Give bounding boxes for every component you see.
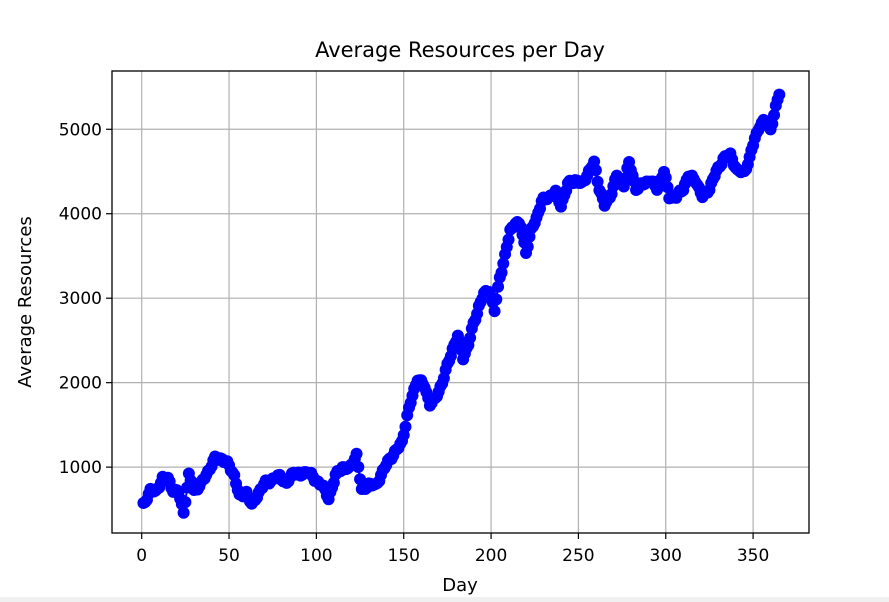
x-axis-ticks: 0 50 100 150 200 250 300 350 bbox=[136, 533, 769, 566]
x-tick-label: 50 bbox=[218, 546, 240, 566]
data-point bbox=[179, 496, 192, 509]
data-series bbox=[137, 88, 786, 519]
data-point bbox=[492, 280, 505, 293]
data-point bbox=[177, 506, 190, 519]
data-point bbox=[464, 331, 477, 344]
bottom-strip bbox=[0, 597, 889, 602]
x-axis-label: Day bbox=[442, 575, 478, 596]
data-point bbox=[773, 88, 786, 101]
y-tick-label: 4000 bbox=[59, 205, 102, 225]
y-tick-label: 2000 bbox=[59, 374, 102, 394]
plot-frame bbox=[111, 70, 810, 534]
data-point bbox=[497, 257, 510, 270]
data-point bbox=[488, 305, 501, 318]
x-tick-label: 200 bbox=[475, 546, 507, 566]
y-tick-label: 1000 bbox=[59, 458, 102, 478]
y-tick-label: 5000 bbox=[59, 120, 102, 140]
data-point bbox=[589, 164, 602, 177]
y-axis-ticks: 1000 2000 3000 4000 5000 bbox=[59, 120, 112, 478]
x-tick-label: 0 bbox=[136, 546, 147, 566]
data-point bbox=[350, 447, 363, 460]
x-tick-label: 150 bbox=[388, 546, 420, 566]
x-tick-label: 300 bbox=[650, 546, 682, 566]
y-tick-label: 3000 bbox=[59, 289, 102, 309]
data-point bbox=[495, 266, 508, 279]
x-tick-label: 350 bbox=[737, 546, 769, 566]
data-point bbox=[352, 460, 365, 473]
data-point bbox=[399, 420, 412, 433]
data-point bbox=[502, 233, 515, 246]
x-tick-label: 100 bbox=[300, 546, 332, 566]
x-tick-label: 250 bbox=[562, 546, 594, 566]
data-point bbox=[768, 109, 781, 122]
data-point bbox=[659, 171, 672, 184]
chart-title: Average Resources per Day bbox=[315, 38, 605, 62]
data-point bbox=[490, 293, 503, 306]
y-axis-label: Average Resources bbox=[15, 216, 36, 388]
data-point bbox=[661, 181, 674, 194]
data-point bbox=[521, 240, 534, 253]
